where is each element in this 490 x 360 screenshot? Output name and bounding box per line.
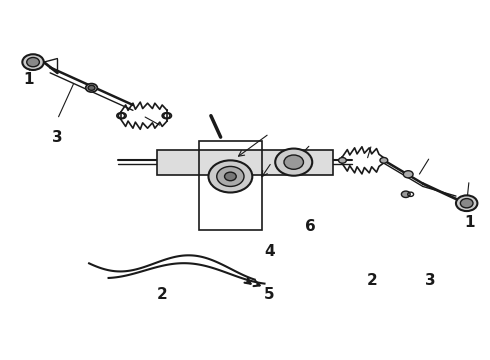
Text: 1: 1 [464, 215, 474, 230]
Text: 3: 3 [52, 130, 63, 145]
Circle shape [86, 84, 98, 92]
Text: 6: 6 [305, 219, 316, 234]
Text: 1: 1 [23, 72, 33, 87]
Circle shape [403, 171, 413, 178]
Circle shape [275, 149, 312, 176]
Text: 2: 2 [157, 287, 168, 302]
Circle shape [401, 191, 410, 198]
Circle shape [460, 199, 473, 208]
Text: 4: 4 [264, 244, 275, 259]
Text: 2: 2 [367, 273, 377, 288]
Circle shape [208, 160, 252, 193]
Bar [199, 141, 262, 230]
Circle shape [380, 157, 388, 163]
Circle shape [88, 85, 95, 90]
Circle shape [23, 54, 44, 70]
Circle shape [284, 155, 303, 169]
Circle shape [339, 157, 346, 163]
Text: 3: 3 [425, 273, 436, 288]
Circle shape [217, 166, 244, 186]
Bar [157, 150, 333, 175]
Text: 5: 5 [264, 287, 275, 302]
Circle shape [224, 172, 236, 181]
Circle shape [456, 195, 477, 211]
Circle shape [27, 58, 39, 67]
